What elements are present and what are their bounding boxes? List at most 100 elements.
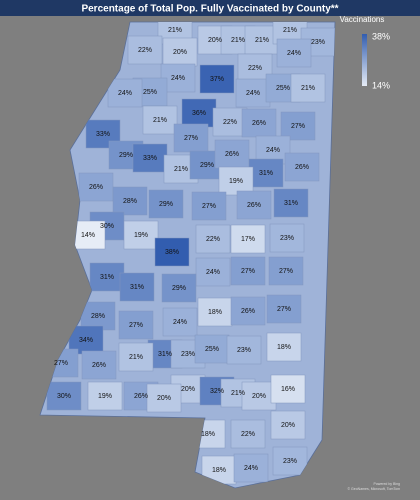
county [161, 273, 197, 303]
county-label: 29% [159, 201, 173, 208]
county-label: 31% [259, 170, 273, 177]
county [230, 419, 266, 449]
county [195, 257, 231, 287]
county [269, 223, 305, 253]
county-label: 19% [229, 178, 243, 185]
county-label: 21% [255, 37, 269, 44]
county-labels: 21% 20% 21% 21% 21% 23% 22% 20% 24% 22% 24% 37% 25% 2… [54, 27, 325, 474]
county-label: 22% [241, 431, 255, 438]
county-label: 29% [119, 152, 133, 159]
county [214, 139, 250, 169]
county [266, 332, 302, 362]
county-label: 28% [123, 198, 137, 205]
county [162, 307, 198, 337]
county-label: 21% [168, 27, 182, 34]
county-label: 17% [241, 236, 255, 243]
county-label: 22% [223, 119, 237, 126]
county-label: 21% [231, 37, 245, 44]
county-label: 18% [212, 467, 226, 474]
footer: Powered by Bing [374, 482, 401, 486]
footer: © GeoNames, Microsoft, TomTom [348, 487, 401, 491]
county [236, 190, 272, 220]
county-label: 20% [281, 422, 295, 429]
county-label: 27% [54, 360, 68, 367]
county-label: 29% [172, 285, 186, 292]
county-label: 26% [89, 184, 103, 191]
county-label: 16% [281, 386, 295, 393]
county-label: 27% [241, 268, 255, 275]
county-label: 27% [202, 203, 216, 210]
county-label: 23% [283, 458, 297, 465]
county [272, 446, 308, 476]
county-label: 22% [248, 65, 262, 72]
county-label: 36% [192, 110, 206, 117]
county-label: 26% [247, 202, 261, 209]
county-label: 23% [311, 39, 325, 46]
county-label: 31% [130, 284, 144, 291]
county-label: 21% [153, 117, 167, 124]
county-label: 24% [206, 269, 220, 276]
county [154, 237, 190, 267]
county-label: 20% [181, 386, 195, 393]
county-label: 24% [171, 75, 185, 82]
county [290, 73, 326, 103]
legend-title: Vaccinations [340, 15, 385, 24]
county [226, 335, 262, 365]
county [270, 374, 306, 404]
legend-gradient [362, 34, 367, 86]
county-label: 20% [252, 393, 266, 400]
county [199, 64, 235, 94]
county [127, 35, 163, 65]
county-label: 26% [134, 393, 148, 400]
county-label: 29% [200, 162, 214, 169]
county-label: 24% [266, 147, 280, 154]
county-label: 27% [291, 123, 305, 130]
title-bar [0, 0, 420, 16]
county-label: 32% [210, 388, 224, 395]
county-label: 31% [284, 200, 298, 207]
county [132, 143, 168, 173]
county-label: 25% [143, 89, 157, 96]
county [181, 98, 217, 128]
county [273, 188, 309, 218]
county-label: 37% [210, 76, 224, 83]
county-label: 31% [158, 351, 172, 358]
county-label: 23% [280, 235, 294, 242]
county-label: 24% [118, 90, 132, 97]
county-label: 33% [143, 155, 157, 162]
county [268, 256, 304, 286]
county-label: 38% [165, 249, 179, 256]
county-label: 27% [184, 135, 198, 142]
county-label: 14% [81, 232, 95, 239]
county-label: 26% [252, 120, 266, 127]
county-label: 27% [277, 306, 291, 313]
county-label: 26% [225, 151, 239, 158]
county-label: 24% [244, 465, 258, 472]
county-label: 25% [205, 346, 219, 353]
county [284, 152, 320, 182]
county-label: 19% [134, 232, 148, 239]
county-label: 22% [206, 236, 220, 243]
county-label: 24% [287, 50, 301, 57]
county [107, 78, 143, 108]
county [276, 38, 312, 68]
county [112, 186, 148, 216]
county [191, 191, 227, 221]
county [87, 381, 123, 411]
county [119, 272, 155, 302]
county [230, 224, 266, 254]
county [162, 37, 198, 67]
county-label: 23% [181, 351, 195, 358]
legend-max: 38% [372, 31, 390, 41]
county-label: 27% [129, 322, 143, 329]
county-label: 20% [208, 37, 222, 44]
county-label: 24% [246, 90, 260, 97]
county [270, 410, 306, 440]
county [280, 111, 316, 141]
county-label: 25% [276, 85, 290, 92]
county-label: 26% [92, 362, 106, 369]
county-label: 21% [174, 166, 188, 173]
county [118, 310, 154, 340]
